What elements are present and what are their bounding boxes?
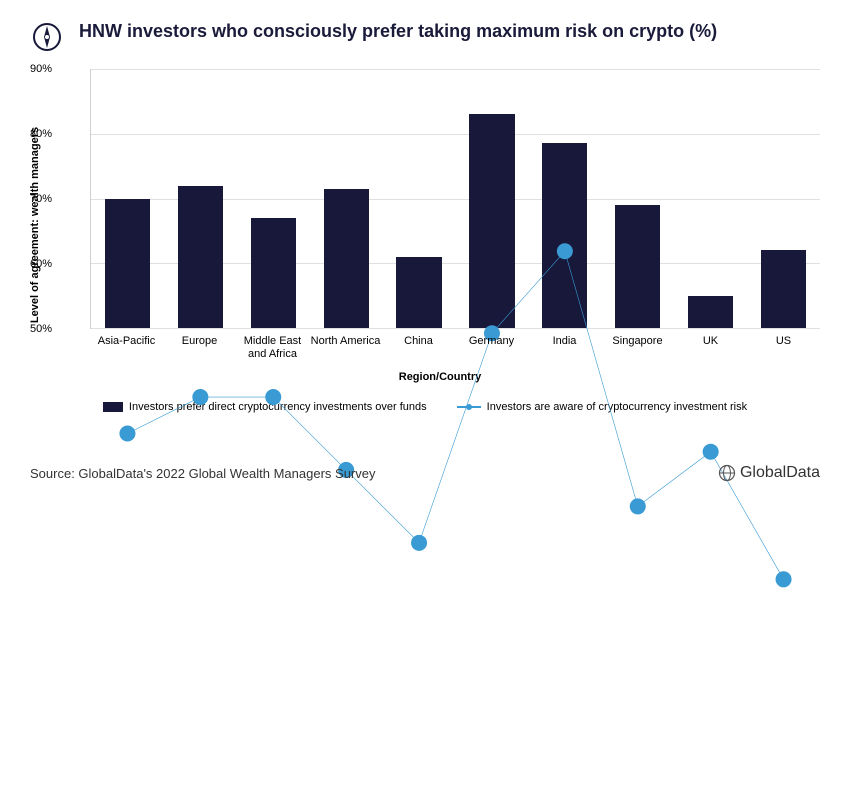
x-axis-label: Region/Country <box>60 371 820 383</box>
brand-text: GlobalData <box>740 464 820 482</box>
bar <box>396 257 441 328</box>
bar <box>178 186 223 328</box>
bars-group <box>91 69 820 328</box>
chart-title: HNW investors who consciously prefer tak… <box>79 20 717 43</box>
source-text: Source: GlobalData's 2022 Global Wealth … <box>30 466 375 481</box>
x-label: Asia-Pacific <box>90 331 163 369</box>
bar <box>469 114 514 328</box>
y-tick: 50% <box>30 323 52 335</box>
x-label: UK <box>674 331 747 369</box>
legend-line-swatch <box>457 401 481 413</box>
footer: Source: GlobalData's 2022 Global Wealth … <box>30 464 820 482</box>
x-label: North America <box>309 331 382 369</box>
legend-bar-swatch <box>103 402 123 412</box>
legend-line: Investors are aware of cryptocurrency in… <box>457 401 747 413</box>
compass-icon <box>30 20 64 59</box>
plot-area <box>90 69 820 329</box>
x-label: China <box>382 331 455 369</box>
bar <box>324 189 369 328</box>
y-tick: 90% <box>30 63 52 75</box>
globe-icon <box>718 464 736 482</box>
legend-bar-label: Investors prefer direct cryptocurrency i… <box>129 401 427 413</box>
brand-logo: GlobalData <box>718 464 820 482</box>
bar <box>251 218 296 328</box>
x-labels: Asia-PacificEuropeMiddle East and Africa… <box>90 331 820 369</box>
bar <box>688 296 733 328</box>
y-tick: 80% <box>30 128 52 140</box>
x-label: India <box>528 331 601 369</box>
legend-line-label: Investors are aware of cryptocurrency in… <box>487 401 747 413</box>
x-label: Singapore <box>601 331 674 369</box>
bar <box>542 143 587 328</box>
y-tick: 70% <box>30 193 52 205</box>
bar <box>761 250 806 328</box>
header: HNW investors who consciously prefer tak… <box>30 20 820 59</box>
legend: Investors prefer direct cryptocurrency i… <box>30 401 820 413</box>
x-label: Middle East and Africa <box>236 331 309 369</box>
legend-bars: Investors prefer direct cryptocurrency i… <box>103 401 427 413</box>
chart-area: Level of agreement: wealth managers 50%6… <box>60 69 820 369</box>
x-label: US <box>747 331 820 369</box>
bar <box>105 199 150 329</box>
chart-container: HNW investors who consciously prefer tak… <box>0 0 850 500</box>
y-tick: 60% <box>30 258 52 270</box>
x-label: Europe <box>163 331 236 369</box>
y-axis-label: Level of agreement: wealth managers <box>29 127 41 323</box>
bar <box>615 205 660 328</box>
x-label: Germany <box>455 331 528 369</box>
